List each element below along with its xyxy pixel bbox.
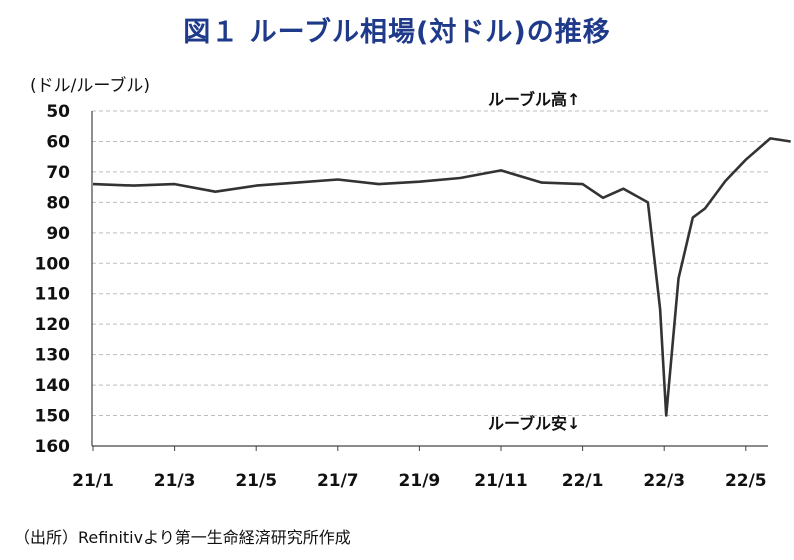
y-tick-label-4: 90 bbox=[46, 224, 70, 244]
x-tick-label-8: 22/5 bbox=[725, 471, 767, 491]
annotation-ruble-low: ルーブル安↓ bbox=[488, 414, 581, 433]
y-tick-label-2: 70 bbox=[46, 163, 70, 183]
y-tick-label-9: 140 bbox=[35, 376, 71, 396]
x-tick-label-3: 21/7 bbox=[317, 471, 359, 491]
x-tick-label-5: 21/11 bbox=[474, 471, 528, 491]
axes bbox=[91, 111, 768, 447]
y-tick-labels: 50 60 70 80 90 100 110 120 130 140 150 160 bbox=[35, 102, 71, 457]
y-tick-label-7: 120 bbox=[35, 315, 71, 335]
y-tick-label-1: 60 bbox=[46, 132, 70, 152]
x-tick-label-2: 21/5 bbox=[235, 471, 277, 491]
annotation-ruble-high: ルーブル高↑ bbox=[488, 90, 581, 109]
y-axis-unit: (ドル/ルーブル) bbox=[30, 76, 150, 96]
y-tick-label-6: 110 bbox=[35, 285, 71, 305]
grid-lines bbox=[92, 110, 768, 417]
y-tick-label-8: 130 bbox=[35, 346, 71, 366]
y-tick-label-5: 100 bbox=[35, 254, 71, 274]
y-tick-label-3: 80 bbox=[46, 193, 70, 213]
x-tick-label-0: 21/1 bbox=[72, 471, 114, 491]
ruble-rate-line bbox=[92, 137, 791, 417]
x-tick-label-6: 22/1 bbox=[562, 471, 604, 491]
y-tick-label-10: 150 bbox=[35, 407, 71, 427]
x-tick-label-7: 22/3 bbox=[643, 471, 685, 491]
y-tick-label-0: 50 bbox=[46, 102, 70, 122]
x-tick-label-1: 21/3 bbox=[154, 471, 196, 491]
chart-title: 図１ ルーブル相場(対ドル)の推移 bbox=[183, 17, 611, 48]
y-tick-label-11: 160 bbox=[35, 437, 71, 457]
x-tick-label-4: 21/9 bbox=[399, 471, 441, 491]
source-note: （出所）Refinitivより第一生命経済研究所作成 bbox=[14, 528, 351, 547]
x-tick-labels: 21/1 21/3 21/5 21/7 21/9 21/11 22/1 22/3 22/5 bbox=[72, 446, 767, 491]
